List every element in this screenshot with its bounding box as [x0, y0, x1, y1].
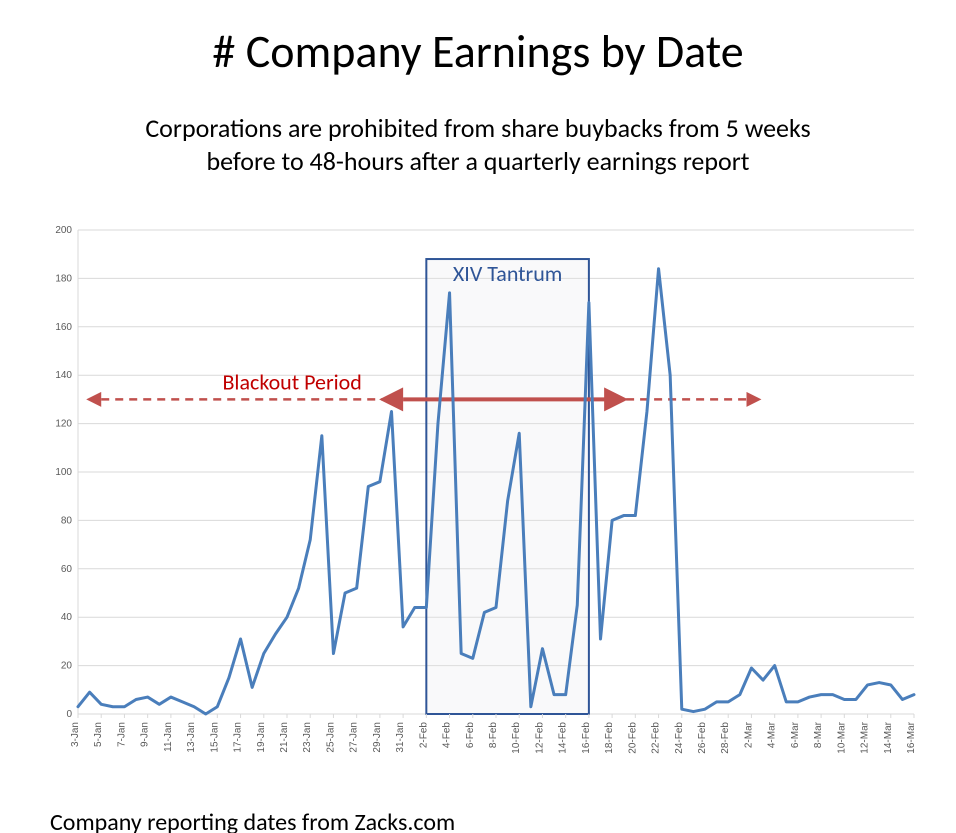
x-tick-label: 10-Feb — [511, 722, 522, 754]
x-tick-label: 3-Jan — [70, 722, 81, 747]
x-tick-label: 7-Jan — [116, 722, 127, 747]
page-root: # Company Earnings by Date Corporations … — [0, 24, 956, 833]
x-tick-label: 29-Jan — [372, 722, 383, 753]
y-tick-label: 140 — [55, 370, 72, 381]
chart-svg: 0 20 40 60 80 100 120 140 160 180 200 XIV Tantrum Bl… — [30, 224, 926, 784]
y-tick-label: 40 — [61, 612, 73, 623]
x-tick-label: 16-Feb — [581, 722, 592, 754]
x-tick-label: 28-Feb — [720, 722, 731, 754]
y-tick-label: 180 — [55, 273, 72, 284]
x-tick-label: 2-Feb — [418, 722, 429, 749]
y-tick-label: 160 — [55, 322, 72, 333]
x-tick-label: 4-Feb — [442, 722, 453, 749]
y-tick-label: 120 — [55, 419, 72, 430]
x-tick-label: 11-Jan — [163, 722, 174, 752]
x-tick-label: 12-Mar — [860, 721, 871, 753]
x-tick-label: 15-Jan — [209, 722, 220, 753]
chart-footer-source: Company reporting dates from Zacks.com — [50, 808, 455, 833]
y-tick-label: 80 — [61, 515, 73, 526]
subtitle-line-2: before to 48-hours after a quarterly ear… — [206, 145, 749, 177]
x-tick-label: 9-Jan — [140, 722, 151, 747]
x-tick-label: 21-Jan — [279, 722, 290, 753]
x-tick-label: 10-Mar — [836, 721, 847, 753]
x-tick-label: 26-Feb — [697, 722, 708, 754]
y-tick-label: 100 — [55, 467, 72, 478]
x-tick-label: 6-Mar — [790, 721, 801, 748]
x-tick-label: 18-Feb — [604, 722, 615, 754]
xiv-tantrum-label: XIV Tantrum — [453, 260, 562, 287]
blackout-period-label: Blackout Period — [222, 368, 361, 395]
x-tick-label: 5-Jan — [93, 722, 104, 747]
x-tick-label: 23-Jan — [302, 722, 313, 753]
x-tick-label: 8-Feb — [488, 722, 499, 749]
y-tick-label: 0 — [66, 709, 72, 720]
subtitle-line-1: Corporations are prohibited from share b… — [145, 112, 810, 144]
y-tick-label: 200 — [55, 225, 72, 236]
x-tick-label: 25-Jan — [325, 722, 336, 753]
chart-subtitle: Corporations are prohibited from share b… — [40, 112, 916, 177]
x-tick-label: 31-Jan — [395, 722, 406, 753]
x-tick-label: 12-Feb — [534, 722, 545, 754]
chart-title: # Company Earnings by Date — [0, 24, 956, 80]
x-tick-label: 17-Jan — [233, 722, 244, 753]
x-tick-label: 2-Mar — [743, 721, 754, 748]
x-tick-label: 27-Jan — [349, 722, 360, 753]
x-tick-label: 24-Feb — [674, 722, 685, 754]
x-tick-label: 20-Feb — [627, 722, 638, 754]
y-tick-label: 20 — [61, 661, 73, 672]
x-tick-label: 19-Jan — [256, 722, 267, 753]
x-tick-label: 8-Mar — [813, 721, 824, 748]
x-tick-label: 14-Feb — [558, 722, 569, 754]
y-tick-label: 60 — [61, 564, 73, 575]
earnings-line-chart: 0 20 40 60 80 100 120 140 160 180 200 XIV Tantrum Bl… — [30, 224, 926, 784]
x-tick-label: 14-Mar — [883, 721, 894, 753]
x-tick-label: 13-Jan — [186, 722, 197, 753]
x-tick-label: 22-Feb — [651, 722, 662, 754]
x-tick-label: 4-Mar — [767, 721, 778, 748]
x-tick-label: 6-Feb — [465, 722, 476, 749]
x-tick-label: 16-Mar — [906, 721, 917, 753]
